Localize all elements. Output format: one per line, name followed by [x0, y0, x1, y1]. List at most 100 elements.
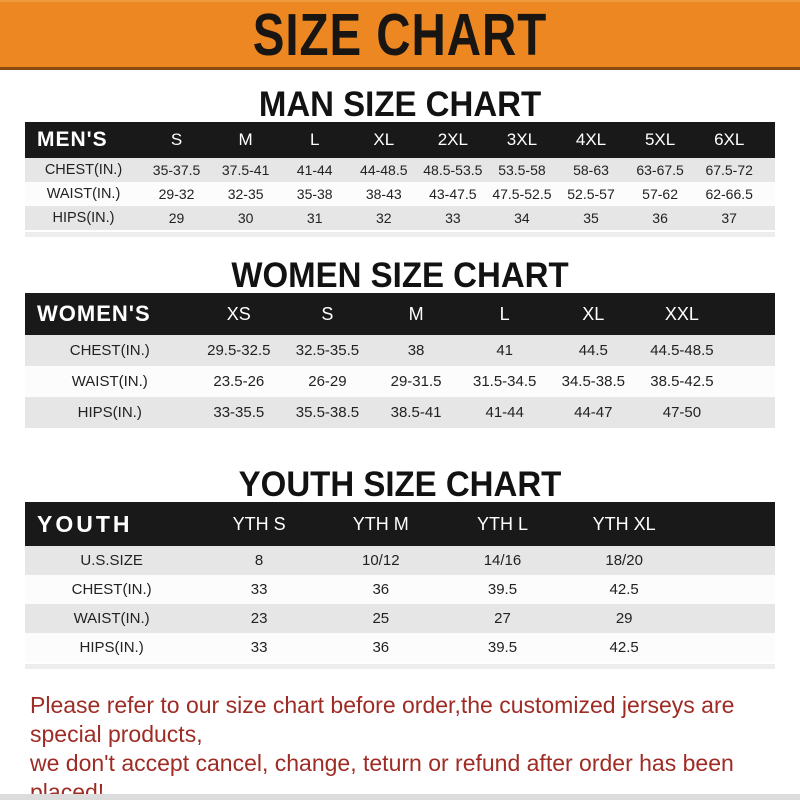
size-column-header: L — [460, 293, 549, 335]
row-label-cell: HIPS(IN.) — [25, 397, 195, 428]
size-value-cell: 29-31.5 — [371, 366, 461, 397]
disclaimer: Please refer to our size chart before or… — [30, 691, 780, 800]
size-value-cell: 29 — [563, 604, 685, 633]
size-column-header: YTH XL — [563, 502, 685, 546]
size-value-cell: 63-67.5 — [625, 158, 695, 182]
size-value-cell: 37.5-41 — [211, 158, 281, 182]
size-value-cell: 34 — [487, 206, 557, 230]
size-value-cell: 39.5 — [441, 575, 564, 604]
size-value-cell: 38 — [371, 335, 461, 366]
size-value-cell: 41 — [460, 335, 549, 366]
size-value-cell: 52.5-57 — [556, 182, 626, 206]
size-value-cell: 41-44 — [280, 158, 350, 182]
size-value-cell: 8 — [198, 546, 320, 575]
size-value-cell: 31 — [280, 206, 350, 230]
spacer-cell — [685, 575, 775, 604]
women-size-chart-heading: WOMEN SIZE CHART — [231, 254, 569, 295]
disclaimer-line-2: we don't accept cancel, change, teturn o… — [30, 750, 734, 800]
size-value-cell: 58-63 — [556, 158, 626, 182]
table-header-row: WOMEN'S XS S M L XL XXL — [25, 293, 775, 335]
table-header-row: YOUTH YTH S YTH M YTH L YTH XL — [25, 502, 775, 546]
spacer-cell — [726, 335, 775, 366]
table-row: HIPS(IN.) 33-35.5 35.5-38.5 38.5-41 41-44 44-… — [25, 397, 775, 428]
youth-size-chart-heading: YOUTH SIZE CHART — [238, 463, 562, 504]
row-label-cell: CHEST(IN.) — [25, 575, 199, 604]
size-value-cell: 23.5-26 — [194, 366, 284, 397]
size-value-cell: 44.5-48.5 — [637, 335, 727, 366]
size-column-header: YTH M — [319, 502, 442, 546]
size-value-cell: 62-66.5 — [694, 182, 764, 206]
size-column-header: YTH S — [198, 502, 320, 546]
size-value-cell: 35-37.5 — [142, 158, 212, 182]
size-value-cell: 35 — [556, 206, 626, 230]
youth-table-bottom-strip — [25, 664, 775, 669]
size-value-cell: 42.5 — [563, 633, 685, 662]
row-label-cell: CHEST(IN.) — [25, 335, 195, 366]
row-label-cell: U.S.SIZE — [25, 546, 199, 575]
size-value-cell: 36 — [319, 575, 442, 604]
size-value-cell: 18/20 — [563, 546, 685, 575]
size-value-cell: 38.5-42.5 — [637, 366, 727, 397]
spacer-cell — [726, 293, 775, 335]
size-value-cell: 47.5-52.5 — [487, 182, 557, 206]
spacer-cell — [726, 366, 775, 397]
size-value-cell: 33 — [198, 633, 320, 662]
spacer-cell — [685, 633, 775, 662]
womens-size-table: WOMEN'S XS S M L XL XXL CHEST(IN.) 29.5-32.5 32.5… — [25, 293, 775, 428]
size-value-cell: 25 — [319, 604, 442, 633]
size-value-cell: 39.5 — [441, 633, 564, 662]
page-bottom-strip — [0, 794, 800, 800]
spacer-cell — [763, 122, 775, 158]
size-column-header: 6XL — [694, 122, 764, 158]
size-column-header: XL — [349, 122, 419, 158]
mens-table-bottom-strip — [25, 232, 775, 237]
size-value-cell: 36 — [625, 206, 695, 230]
size-value-cell: 57-62 — [625, 182, 695, 206]
table-row: CHEST(IN.) 33 36 39.5 42.5 — [25, 575, 775, 604]
size-column-header: 2XL — [418, 122, 488, 158]
size-value-cell: 33-35.5 — [194, 397, 284, 428]
size-value-cell: 23 — [198, 604, 320, 633]
size-chart-banner: SIZE CHART — [0, 0, 800, 70]
size-column-header: 4XL — [556, 122, 626, 158]
size-value-cell: 38-43 — [349, 182, 419, 206]
size-value-cell: 29 — [142, 206, 212, 230]
table-row: HIPS(IN.) 29 30 31 32 33 34 35 36 37 — [25, 206, 775, 230]
size-value-cell: 34.5-38.5 — [549, 366, 638, 397]
mens-size-table: MEN'S S M L XL 2XL 3XL 4XL 5XL 6XL CHEST(IN.) 35-37… — [25, 122, 775, 230]
table-title-cell: WOMEN'S — [25, 293, 195, 335]
table-row: WAIST(IN.) 23.5-26 26-29 29-31.5 31.5-34.5 34… — [25, 366, 775, 397]
size-value-cell: 26-29 — [283, 366, 372, 397]
size-value-cell: 35.5-38.5 — [283, 397, 372, 428]
row-label-cell: WAIST(IN.) — [25, 366, 195, 397]
size-column-header: XS — [194, 293, 284, 335]
table-header-row: MEN'S S M L XL 2XL 3XL 4XL 5XL 6XL — [25, 122, 775, 158]
size-value-cell: 43-47.5 — [418, 182, 488, 206]
table-title-cell: MEN'S — [25, 122, 142, 158]
spacer-cell — [685, 546, 775, 575]
spacer-cell — [763, 182, 775, 206]
size-value-cell: 35-38 — [280, 182, 350, 206]
size-column-header: YTH L — [441, 502, 564, 546]
table-row: HIPS(IN.) 33 36 39.5 42.5 — [25, 633, 775, 662]
size-value-cell: 33 — [418, 206, 488, 230]
size-value-cell: 31.5-34.5 — [460, 366, 549, 397]
youth-size-table: YOUTH YTH S YTH M YTH L YTH XL U.S.SIZE 8 10/12… — [25, 502, 775, 662]
size-value-cell: 42.5 — [563, 575, 685, 604]
row-label-cell: WAIST(IN.) — [25, 604, 199, 633]
size-value-cell: 53.5-58 — [487, 158, 557, 182]
size-value-cell: 14/16 — [441, 546, 564, 575]
size-value-cell: 44.5 — [549, 335, 638, 366]
table-row: CHEST(IN.) 35-37.5 37.5-41 41-44 44-48.5 48.5… — [25, 158, 775, 182]
size-value-cell: 41-44 — [460, 397, 549, 428]
size-column-header: M — [211, 122, 281, 158]
size-value-cell: 32 — [349, 206, 419, 230]
spacer-cell — [726, 397, 775, 428]
spacer-cell — [685, 604, 775, 633]
size-value-cell: 27 — [441, 604, 564, 633]
size-value-cell: 29-32 — [142, 182, 212, 206]
size-value-cell: 44-48.5 — [349, 158, 419, 182]
size-value-cell: 47-50 — [637, 397, 727, 428]
disclaimer-line-1: Please refer to our size chart before or… — [30, 692, 735, 747]
size-value-cell: 33 — [198, 575, 320, 604]
